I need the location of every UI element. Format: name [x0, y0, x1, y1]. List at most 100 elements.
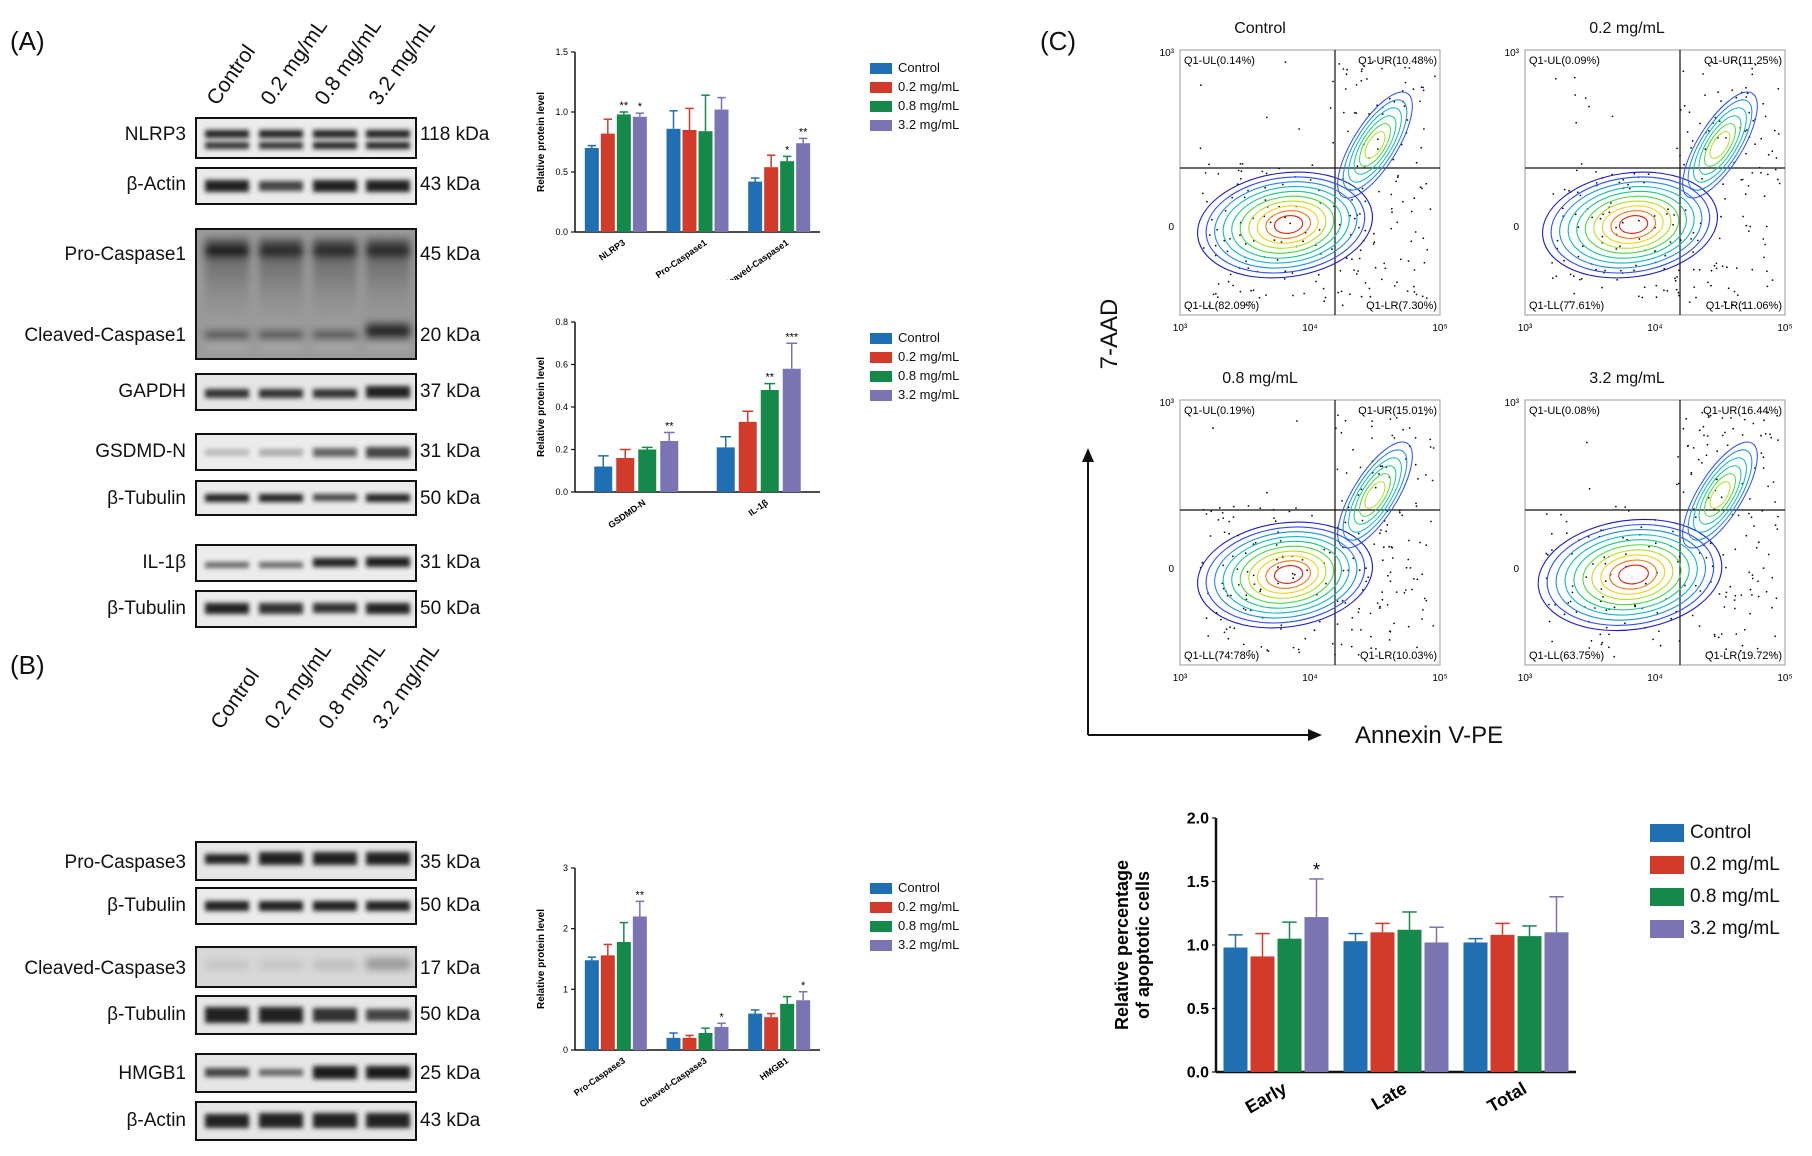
event-dot	[1405, 566, 1408, 569]
event-dot	[1244, 552, 1247, 555]
y-axis-label: Relative protein level	[536, 909, 547, 1009]
event-dot	[1239, 290, 1242, 293]
event-dot	[1420, 146, 1423, 149]
kda-cleavedcasp3: 17 kDa	[420, 958, 481, 979]
event-dot	[1232, 516, 1235, 518]
density-contour	[1687, 449, 1753, 541]
event-dot	[1692, 231, 1695, 234]
bar	[782, 368, 801, 492]
event-dot	[1214, 244, 1217, 247]
significance-label: *	[638, 101, 643, 113]
event-dot	[1732, 427, 1735, 430]
event-dot	[1771, 150, 1774, 153]
density-contour	[1248, 550, 1327, 599]
flow-plot: 10³ 10⁴ 10⁵ 10³ 0 Q1-UL(0.14%) Q1-UR(10.48%) Q1…	[1160, 48, 1448, 334]
event-dot	[1373, 543, 1376, 545]
event-dot	[1419, 541, 1421, 544]
bar	[584, 148, 599, 232]
event-dot	[1396, 281, 1398, 284]
event-dot	[1380, 529, 1382, 531]
event-dot	[1643, 286, 1646, 289]
event-dot	[1421, 295, 1424, 298]
event-dot	[1666, 213, 1668, 215]
density-contour	[1567, 186, 1695, 264]
event-dot	[1244, 609, 1247, 611]
event-dot	[1239, 234, 1241, 237]
event-dot	[1266, 491, 1268, 494]
event-dot	[1567, 602, 1570, 604]
event-dot	[1711, 61, 1714, 64]
event-dot	[1707, 416, 1710, 419]
density-contour	[1197, 521, 1373, 629]
event-dot	[1776, 528, 1779, 530]
event-dot	[1233, 627, 1236, 630]
event-dot	[1641, 296, 1644, 299]
event-dot	[1229, 238, 1231, 240]
event-dot	[1718, 237, 1721, 240]
event-dot	[1734, 607, 1736, 610]
event-dot	[1407, 260, 1410, 262]
event-dot	[1725, 591, 1728, 594]
event-dot	[1227, 280, 1230, 283]
event-dot	[1230, 652, 1233, 654]
event-dot	[1393, 100, 1396, 103]
event-dot	[1370, 647, 1373, 650]
event-dot	[1355, 112, 1358, 115]
event-dot	[1377, 148, 1379, 150]
event-dot	[1338, 63, 1341, 65]
event-dot	[1315, 280, 1317, 283]
event-dot	[1229, 273, 1232, 276]
event-dot	[1575, 169, 1578, 172]
event-dot	[1769, 433, 1771, 436]
event-dot	[1250, 289, 1252, 292]
density-contour	[1709, 131, 1731, 159]
significance-label: *	[1313, 860, 1320, 880]
event-dot	[1725, 596, 1727, 598]
event-dot	[1745, 152, 1747, 155]
event-dot	[1551, 262, 1553, 264]
event-dot	[1701, 462, 1703, 464]
event-dot	[1604, 269, 1606, 272]
bar	[748, 1013, 763, 1050]
density-contour	[1682, 441, 1758, 549]
event-dot	[1551, 277, 1554, 280]
event-dot	[1245, 594, 1248, 597]
event-dot	[1760, 171, 1762, 174]
blot-label-tubulin-b2: β-Tubulin	[107, 1004, 186, 1025]
y-tick-label: 0.2	[555, 445, 568, 455]
event-dot	[1693, 286, 1696, 288]
event-dot	[1603, 556, 1606, 559]
event-dot	[1666, 289, 1669, 292]
event-dot	[1360, 79, 1363, 82]
density-contour	[1591, 549, 1674, 600]
event-dot	[1745, 96, 1748, 98]
event-dot	[1344, 419, 1347, 422]
event-dot	[1404, 66, 1406, 69]
blot-tubulin-a1	[195, 480, 417, 516]
event-dot	[1774, 635, 1776, 638]
y-tick-label: 0.4	[555, 402, 568, 412]
event-dot	[1378, 473, 1380, 475]
event-dot	[1381, 113, 1384, 115]
event-dot	[1237, 584, 1240, 586]
significance-label: *	[801, 980, 806, 992]
event-dot	[1334, 653, 1336, 656]
event-dot	[1336, 600, 1339, 603]
event-dot	[1409, 567, 1412, 569]
event-dot	[1240, 177, 1242, 180]
event-dot	[1608, 646, 1610, 649]
event-dot	[1724, 431, 1726, 434]
event-dot	[1724, 198, 1726, 200]
event-dot	[1707, 281, 1709, 284]
density-contour	[1609, 559, 1658, 590]
event-dot	[1421, 573, 1424, 576]
event-dot	[1690, 473, 1693, 476]
density-contour	[1704, 123, 1736, 167]
event-dot	[1755, 546, 1758, 549]
x-tick-label: 10³	[1173, 673, 1188, 684]
event-dot	[1709, 542, 1712, 545]
y-tick-label: 3	[563, 863, 568, 873]
event-dot	[1715, 262, 1718, 265]
event-dot	[1624, 622, 1626, 625]
